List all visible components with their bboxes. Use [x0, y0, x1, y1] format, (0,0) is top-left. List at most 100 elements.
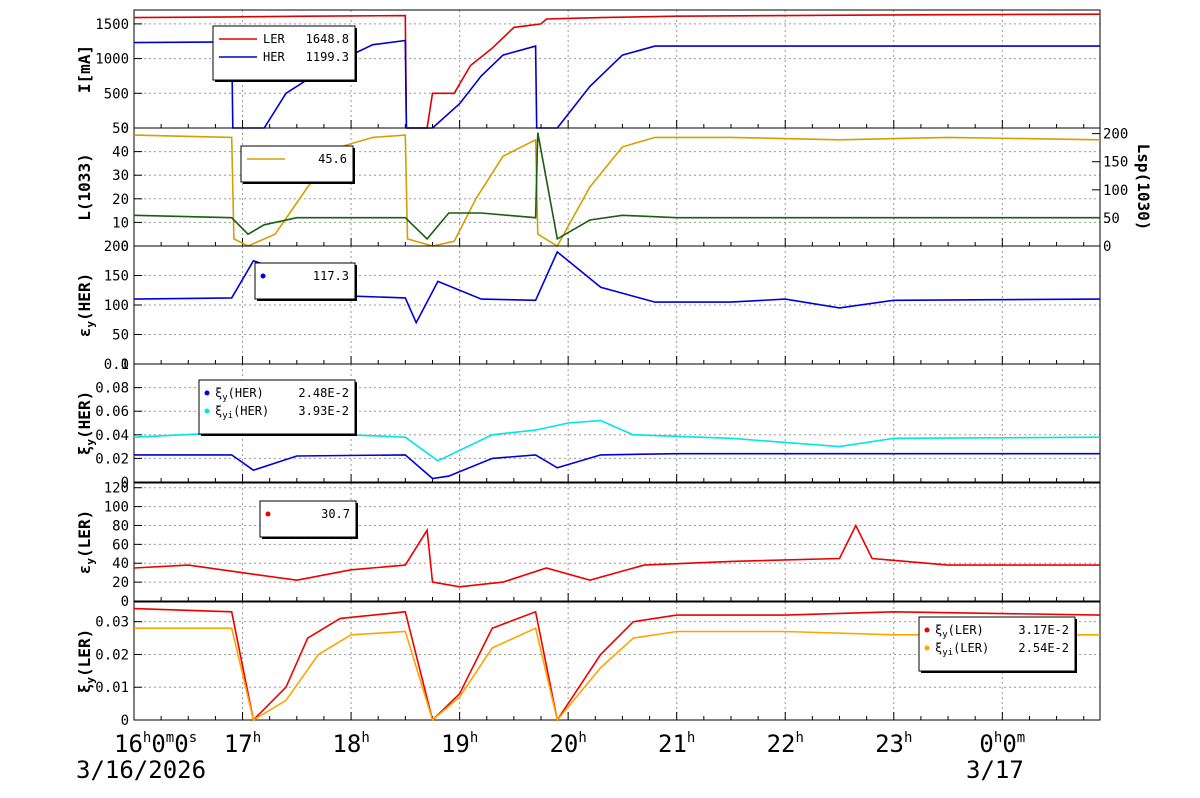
y-tick-label: 0 — [121, 475, 129, 491]
y-tick-label: 50 — [112, 121, 129, 137]
y-tick-label: 0 — [121, 121, 129, 137]
x-tick-label: 22h — [767, 730, 804, 758]
series-line — [134, 452, 1100, 480]
y-tick-label: 0.01 — [95, 680, 129, 696]
y-tick-label: 100 — [104, 298, 129, 314]
legend-box — [240, 145, 354, 183]
y-tick-label: 0.06 — [95, 404, 129, 420]
y-right-tick-label: 150 — [1103, 155, 1128, 171]
y-tick-label: 1000 — [95, 52, 129, 68]
y-axis-label: I[mA] — [75, 45, 94, 93]
y-tick-label: 40 — [112, 556, 129, 572]
y-tick-label: 20 — [112, 192, 129, 208]
x-tick-label: 18h — [332, 730, 369, 758]
legend: 45.6 — [240, 145, 355, 184]
y-tick-label: 80 — [112, 518, 129, 534]
legend: LER 1648.8 HER 1199.3 — [212, 25, 357, 82]
y-axis-label: εy(LER) — [75, 510, 97, 574]
y-tick-label: 0 — [121, 239, 129, 255]
y-tick-label: 30 — [112, 168, 129, 184]
legend: ξy(LER) 3.17E-2 ξyi(LER) 2.54E-2 — [918, 616, 1077, 673]
date-label-start: 3/16/2026 — [76, 756, 206, 784]
y-tick-label: 40 — [112, 145, 129, 161]
x-tick-label: 23h — [875, 730, 912, 758]
panel-5: 120 100 80 60 40 20 0 εy(LER) 30.7 — [75, 481, 1101, 610]
legend-box — [918, 616, 1076, 672]
legend-value: 2.54E-2 — [1018, 641, 1069, 655]
y-axis-label: L(1033) — [75, 153, 94, 220]
legend-value: 45.6 — [318, 152, 347, 166]
y-right-tick-label: 200 — [1103, 127, 1128, 143]
series-line — [133, 134, 1101, 248]
y-tick-label: 0.02 — [95, 451, 129, 467]
panel-frame — [133, 363, 1101, 483]
y-tick-label: 500 — [104, 86, 129, 102]
y-tick-label: 0 — [121, 357, 129, 373]
legend-marker — [924, 627, 930, 633]
panel-frame — [133, 601, 1101, 721]
series-line — [134, 627, 1100, 722]
legend-value: 1648.8 — [306, 32, 349, 46]
y-tick-label: 1500 — [95, 17, 129, 33]
legend: 117.3 — [254, 262, 357, 301]
y-tick-label: 20 — [112, 575, 129, 591]
legend-marker — [265, 511, 271, 517]
series-line — [133, 13, 1101, 129]
series-line — [133, 39, 1100, 129]
legend-value: 30.7 — [321, 507, 350, 521]
legend-box — [254, 262, 356, 300]
legend: ξy(HER) 2.48E-2 ξyi(HER) 3.93E-2 — [198, 379, 357, 436]
y-tick-label: 200 — [104, 239, 129, 255]
series-line — [133, 523, 1100, 588]
legend-label: ξyi(HER) — [215, 404, 269, 421]
legend-value: 3.93E-2 — [298, 404, 349, 418]
series-line — [133, 132, 1100, 241]
legend-box — [259, 500, 357, 538]
legend-marker — [924, 645, 930, 651]
date-label-next: 3/17 — [966, 756, 1024, 784]
x-tick-label: 16h0m0s — [114, 730, 197, 758]
y-tick-label: 0 — [121, 594, 129, 610]
y-axis-label: ξy(HER) — [75, 391, 97, 455]
y-right-tick-label: 100 — [1103, 183, 1128, 199]
y-tick-label: 120 — [104, 481, 129, 497]
panel-frame — [133, 482, 1101, 602]
legend-label: ξy(HER) — [215, 386, 264, 403]
y-tick-label: 50 — [112, 328, 129, 344]
series-line — [133, 607, 1101, 723]
legend-label: ξy(LER) — [935, 623, 984, 640]
y-tick-label: 0.02 — [95, 647, 129, 663]
y-tick-label: 150 — [104, 269, 129, 285]
y-right-tick-label: 0 — [1103, 239, 1111, 255]
y-tick-label: 0.1 — [104, 357, 129, 373]
legend-label: ξyi(LER) — [935, 641, 989, 658]
legend-value: 1199.3 — [306, 50, 349, 64]
x-tick-label: 20h — [549, 730, 586, 758]
legend-marker — [204, 390, 210, 396]
legend: 30.7 — [259, 500, 358, 539]
y-tick-label: 0.03 — [95, 615, 129, 631]
legend-box — [212, 25, 356, 81]
y-tick-label: 0.04 — [95, 428, 129, 444]
legend-box — [198, 379, 356, 435]
panel-4: 0.1 0.08 0.06 0.04 0.02 0 ξy(HER) ξy(HER) 2.48E-… — [75, 357, 1101, 491]
y-tick-label: 0 — [121, 713, 129, 729]
y-axis-label: ξy(LER) — [75, 629, 97, 693]
x-tick-label: 0h0m — [979, 730, 1025, 758]
y-tick-label: 0.08 — [95, 381, 129, 397]
y-tick-label: 60 — [112, 537, 129, 553]
legend-marker — [204, 408, 210, 414]
y-tick-label: 100 — [104, 500, 129, 516]
x-tick-label: 19h — [441, 730, 478, 758]
y-right-axis-label: Lsp(1030) — [1134, 144, 1153, 231]
panel-6: 0.03 0.02 0.01 0 ξy(LER) ξy(LER) 3.17E-2 ξyi(LE… — [75, 601, 1101, 729]
legend-value: 3.17E-2 — [1018, 623, 1069, 637]
legend-label: HER — [263, 50, 285, 64]
y-right-tick-label: 50 — [1103, 211, 1120, 227]
x-tick-label: 21h — [658, 730, 695, 758]
legend-value: 117.3 — [313, 269, 349, 283]
y-axis-label: εy(HER) — [75, 273, 97, 337]
legend-value: 2.48E-2 — [298, 386, 349, 400]
